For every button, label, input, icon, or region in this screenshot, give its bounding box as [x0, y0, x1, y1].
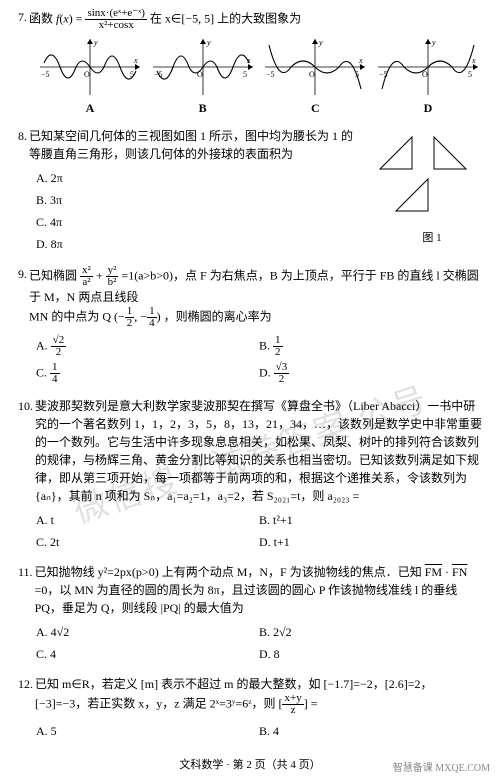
q12-options: A. 5 B. 4: [36, 720, 482, 742]
svg-text:O: O: [309, 70, 315, 79]
q7-stem: 函数 f(x) = sinx·(eˣ+e⁻ˣ) x²+cosx 在 x∈[−5,…: [29, 8, 482, 31]
svg-text:−5: −5: [379, 70, 388, 79]
q9-opt-C: C. 14: [36, 360, 259, 387]
q12-opt-B: B. 4: [259, 720, 482, 742]
q8-opt-B: B. 3π: [36, 189, 362, 211]
svg-text:x: x: [471, 56, 476, 65]
svg-text:5: 5: [355, 70, 359, 79]
question-10: 10. 斐波那契数列是意大利数学家斐波那契在撰写《算盘全书》（Liber Aba…: [18, 397, 482, 553]
q10-opt-B: B. t²+1: [259, 509, 482, 531]
q8-options: A. 2π B. 3π C. 4π D. 8π: [36, 167, 362, 255]
q9-opt-D: D. √32: [259, 360, 482, 387]
q10-opt-D: D. t+1: [259, 531, 482, 553]
q7-graphs: −5 O 5 x y A −5 O 5: [36, 37, 482, 117]
q10-number: 10.: [18, 397, 33, 505]
q11-options: A. 4√2 B. 2√2 C. 4 D. 8: [36, 621, 482, 665]
q7-number: 7.: [18, 8, 27, 31]
q7-graph-D: −5 O 5 x y D: [374, 37, 482, 117]
q7-graph-A: −5 O 5 x y A: [36, 37, 144, 117]
svg-text:O: O: [197, 70, 203, 79]
svg-text:−5: −5: [154, 70, 163, 79]
svg-text:y: y: [93, 38, 98, 47]
q8-number: 8.: [18, 127, 27, 163]
svg-text:O: O: [84, 70, 90, 79]
q9-options: A. √22 B. 12 C. 14 D. √32: [36, 333, 482, 387]
q8-opt-C: C. 4π: [36, 211, 362, 233]
svg-text:y: y: [206, 38, 211, 47]
q11-opt-B: B. 2√2: [259, 621, 482, 643]
q9-opt-B: B. 12: [259, 333, 482, 360]
q11-opt-A: A. 4√2: [36, 621, 259, 643]
q8-stem: 已知某空间几何体的三视图如图 1 所示，图中均为腰长为 1 的等腰直角三角形，则…: [29, 127, 362, 163]
question-11: 11. 已知抛物线 y²=2px(p>0) 上有两个动点 M，N，F 为该抛物线…: [18, 563, 482, 665]
svg-text:x: x: [246, 56, 251, 65]
q10-opt-C: C. 2t: [36, 531, 259, 553]
q8-opt-A: A. 2π: [36, 167, 362, 189]
svg-text:x: x: [133, 56, 138, 65]
q11-stem: 已知抛物线 y²=2px(p>0) 上有两个动点 M，N，F 为该抛物线的焦点．…: [35, 563, 482, 617]
svg-text:O: O: [422, 70, 428, 79]
corner-watermark: 智慧备课 MXQE.COM: [393, 759, 490, 774]
question-12: 12. 已知 m∈R，若定义 [m] 表示不超过 m 的最大整数，如 [−1.7…: [18, 675, 482, 742]
q9-opt-A: A. √22: [36, 333, 259, 360]
question-8: 8. 已知某空间几何体的三视图如图 1 所示，图中均为腰长为 1 的等腰直角三角…: [18, 127, 482, 255]
question-9: 9. 已知椭圆 x²a² + y²b² =1(a>b>0)，点 F 为右焦点，B…: [18, 265, 482, 387]
question-7: 7. 函数 f(x) = sinx·(eˣ+e⁻ˣ) x²+cosx 在 x∈[…: [18, 8, 482, 117]
q7-fraction: sinx·(eˣ+e⁻ˣ) x²+cosx: [85, 8, 146, 31]
svg-text:5: 5: [468, 70, 472, 79]
q11-opt-D: D. 8: [259, 643, 482, 665]
q7-graph-B: −5 O 5 x y B: [149, 37, 257, 117]
svg-text:x: x: [358, 56, 363, 65]
svg-text:−5: −5: [41, 70, 50, 79]
q9-number: 9.: [18, 265, 27, 329]
svg-text:−5: −5: [266, 70, 275, 79]
q10-opt-A: A. t: [36, 509, 259, 531]
q10-options: A. t B. t²+1 C. 2t D. t+1: [36, 509, 482, 553]
svg-text:5: 5: [243, 70, 247, 79]
q7-graph-C: −5 O 5 x y C: [261, 37, 369, 117]
q12-opt-A: A. 5: [36, 720, 259, 742]
exam-page: 7. 函数 f(x) = sinx·(eˣ+e⁻ˣ) x²+cosx 在 x∈[…: [0, 0, 500, 780]
svg-text:y: y: [431, 38, 436, 47]
svg-text:5: 5: [130, 70, 134, 79]
q11-number: 11.: [18, 563, 33, 617]
q8-figure: 图 1: [374, 133, 490, 247]
q10-stem: 斐波那契数列是意大利数学家斐波那契在撰写《算盘全书》（Liber Abacci）…: [35, 397, 482, 505]
svg-text:y: y: [318, 38, 323, 47]
q9-stem: 已知椭圆 x²a² + y²b² =1(a>b>0)，点 F 为右焦点，B 为上…: [29, 265, 482, 329]
q8-opt-D: D. 8π: [36, 233, 362, 255]
q11-opt-C: C. 4: [36, 643, 259, 665]
